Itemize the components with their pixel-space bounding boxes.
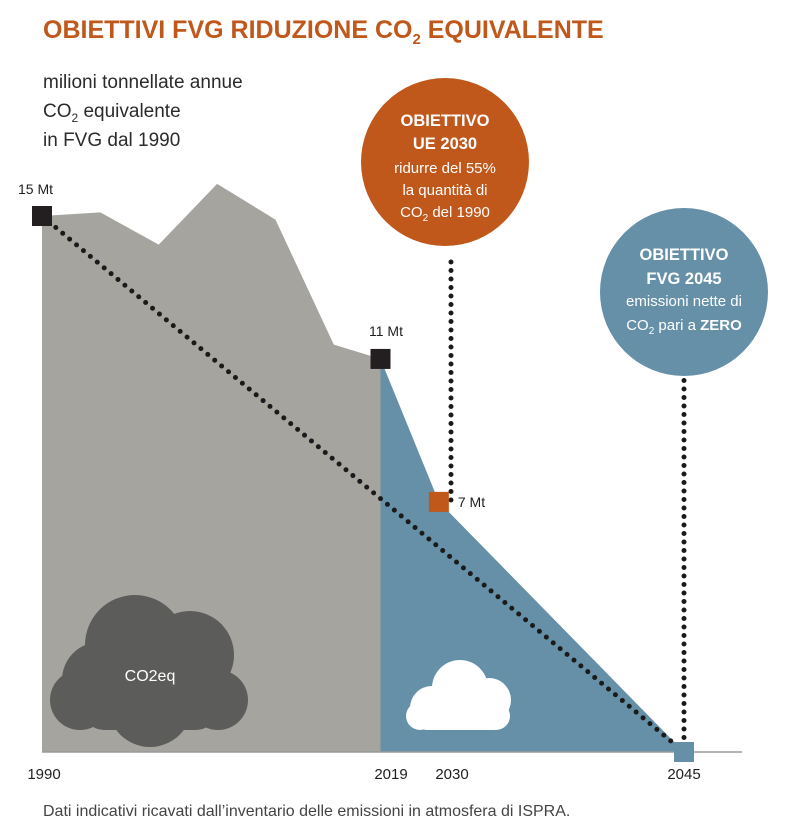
footnote: Dati indicativi ricavati dall’inventario… (43, 803, 570, 820)
subtitle-line-3: in FVG dal 1990 (43, 130, 180, 151)
fvg-2045-target-bubble (600, 208, 768, 376)
x-tick-2045: 2045 (667, 766, 700, 783)
fvg-bubble-line-4: CO2 pari a ZERO (626, 317, 742, 337)
marker-2045 (674, 742, 694, 762)
eu-bubble-line-3: ridurre del 55% (394, 160, 496, 177)
chart-title-post: EQUIVALENTE (421, 16, 604, 44)
subtitle-line-1: milioni tonnellate annue (43, 72, 243, 93)
subtitle-line-2-pre: CO (43, 101, 72, 122)
x-tick-2019: 2019 (374, 766, 407, 783)
eu-bubble-line-4: la quantità di (402, 182, 487, 199)
x-tick-labels: 1990 2019 2030 2045 (27, 766, 700, 783)
white-cloud (406, 660, 511, 730)
fvg-bubble-line-4-pre: CO (626, 317, 649, 334)
fvg-bubble-line-3: emissioni nette di (626, 293, 742, 310)
grey-cloud-label: CO2eq (125, 668, 176, 685)
data-markers: 15 Mt 11 Mt 7 Mt (18, 181, 694, 762)
eu-2030-target-bubble (361, 78, 529, 246)
chart-title-subscript: 2 (412, 31, 420, 48)
marker-label-2024: 7 Mt (458, 494, 485, 510)
subtitle-line-2-subscript: 2 (72, 111, 79, 125)
projection-area (380, 358, 684, 752)
marker-label-1990: 15 Mt (18, 181, 53, 197)
marker-2019 (370, 348, 391, 369)
marker-label-2019: 11 Mt (369, 323, 403, 339)
fvg-bubble-line-4-subscript: 2 (649, 326, 655, 337)
fvg-bubble-line-2: FVG 2045 (646, 270, 721, 288)
eu-bubble-line-5-subscript: 2 (423, 213, 429, 224)
x-tick-1990: 1990 (27, 766, 60, 783)
grey-cloud (50, 595, 248, 747)
chart-title-pre: OBIETTIVI FVG RIDUZIONE CO (43, 16, 412, 44)
subtitle-line-2-post: equivalente (78, 101, 180, 122)
fvg-bubble-line-4-bold: ZERO (700, 317, 742, 334)
marker-2024 (428, 491, 449, 512)
eu-bubble-line-1: OBIETTIVO (401, 112, 490, 130)
eu-bubble-line-5: CO2 del 1990 (400, 204, 490, 224)
subtitle-line-2: CO2 equivalente (43, 101, 181, 125)
x-tick-2030: 2030 (435, 766, 468, 783)
marker-1990 (32, 206, 52, 226)
eu-bubble-line-5-pre: CO (400, 204, 423, 221)
chart-title: OBIETTIVI FVG RIDUZIONE CO2 EQUIVALENTE (43, 16, 604, 48)
eu-bubble-line-5-post: del 1990 (428, 204, 490, 221)
fvg-bubble-line-4-mid: pari a (654, 317, 700, 334)
fvg-bubble-line-1: OBIETTIVO (640, 246, 729, 264)
eu-bubble-line-2: UE 2030 (413, 135, 477, 153)
